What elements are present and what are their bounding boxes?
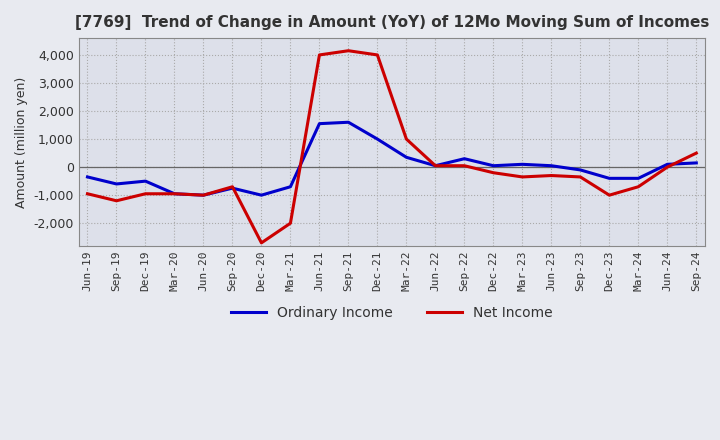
Line: Ordinary Income: Ordinary Income	[88, 122, 696, 195]
Net Income	[576, 174, 585, 180]
Net Income	[605, 193, 613, 198]
Net Income	[228, 184, 237, 189]
Ordinary Income	[518, 161, 526, 167]
Net Income	[402, 136, 410, 142]
Net Income	[344, 48, 353, 53]
Ordinary Income	[431, 163, 440, 169]
Legend: Ordinary Income, Net Income: Ordinary Income, Net Income	[225, 301, 558, 326]
Line: Net Income: Net Income	[88, 51, 696, 243]
Ordinary Income	[315, 121, 324, 126]
Ordinary Income	[663, 161, 672, 167]
Net Income	[460, 163, 469, 169]
Ordinary Income	[402, 155, 410, 160]
Net Income	[518, 174, 526, 180]
Ordinary Income	[84, 174, 92, 180]
Ordinary Income	[547, 163, 556, 169]
Ordinary Income	[373, 136, 382, 142]
Ordinary Income	[228, 186, 237, 191]
Title: [7769]  Trend of Change in Amount (YoY) of 12Mo Moving Sum of Incomes: [7769] Trend of Change in Amount (YoY) o…	[75, 15, 709, 30]
Ordinary Income	[257, 193, 266, 198]
Net Income	[489, 170, 498, 176]
Ordinary Income	[112, 181, 121, 187]
Net Income	[141, 191, 150, 196]
Net Income	[634, 184, 643, 189]
Net Income	[257, 240, 266, 246]
Net Income	[373, 52, 382, 58]
Ordinary Income	[199, 193, 208, 198]
Ordinary Income	[634, 176, 643, 181]
Ordinary Income	[692, 160, 701, 165]
Y-axis label: Amount (million yen): Amount (million yen)	[15, 76, 28, 208]
Net Income	[199, 193, 208, 198]
Ordinary Income	[576, 167, 585, 172]
Net Income	[692, 150, 701, 156]
Net Income	[663, 165, 672, 170]
Net Income	[84, 191, 92, 196]
Ordinary Income	[141, 179, 150, 184]
Net Income	[315, 52, 324, 58]
Ordinary Income	[460, 156, 469, 161]
Ordinary Income	[489, 163, 498, 169]
Ordinary Income	[286, 184, 294, 189]
Net Income	[170, 191, 179, 196]
Ordinary Income	[344, 120, 353, 125]
Net Income	[286, 220, 294, 226]
Ordinary Income	[605, 176, 613, 181]
Net Income	[112, 198, 121, 203]
Net Income	[431, 163, 440, 169]
Ordinary Income	[170, 191, 179, 196]
Net Income	[547, 173, 556, 178]
